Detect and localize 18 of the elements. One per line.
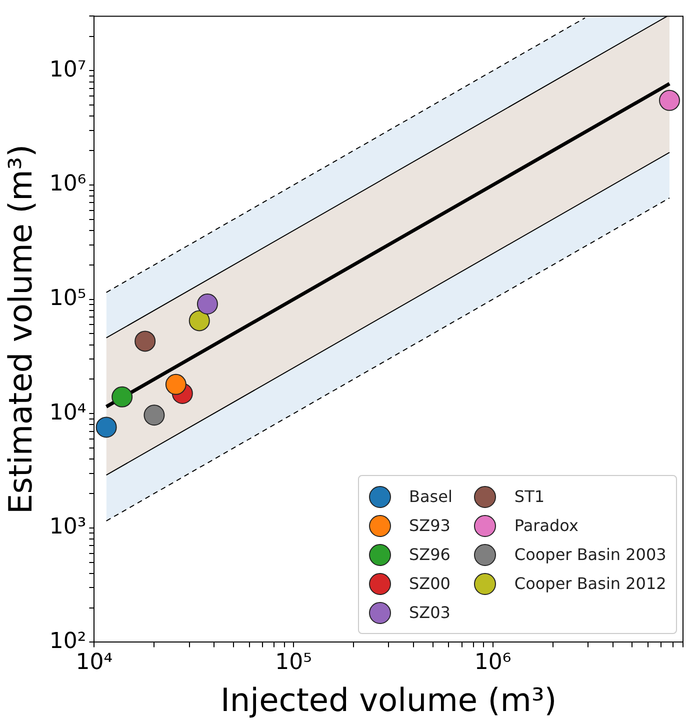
x-tick-label: 10⁶ bbox=[474, 650, 512, 676]
x-tick-label: 10⁵ bbox=[275, 650, 312, 676]
x-axis-title: Injected volume (m³) bbox=[220, 681, 557, 720]
legend-label: Cooper Basin 2012 bbox=[514, 574, 666, 594]
legend-label: ST1 bbox=[514, 487, 545, 506]
y-tick-label: 10⁷ bbox=[49, 57, 86, 82]
y-tick-label: 10⁶ bbox=[49, 172, 86, 197]
y-tick-label: 10⁴ bbox=[49, 400, 86, 426]
y-tick-label: 10⁵ bbox=[49, 286, 86, 312]
legend-label: SZ96 bbox=[409, 545, 450, 564]
legend-label: SZ00 bbox=[409, 574, 450, 594]
legend-label: Basel bbox=[409, 487, 452, 506]
legend-label: Cooper Basin 2003 bbox=[514, 545, 666, 564]
legend-label: SZ03 bbox=[409, 603, 450, 622]
y-axis-title: Estimated volume (m³) bbox=[2, 144, 40, 514]
legend-label: SZ93 bbox=[409, 516, 450, 536]
legend-label: Paradox bbox=[514, 516, 578, 536]
y-tick-label: 10³ bbox=[49, 514, 86, 540]
